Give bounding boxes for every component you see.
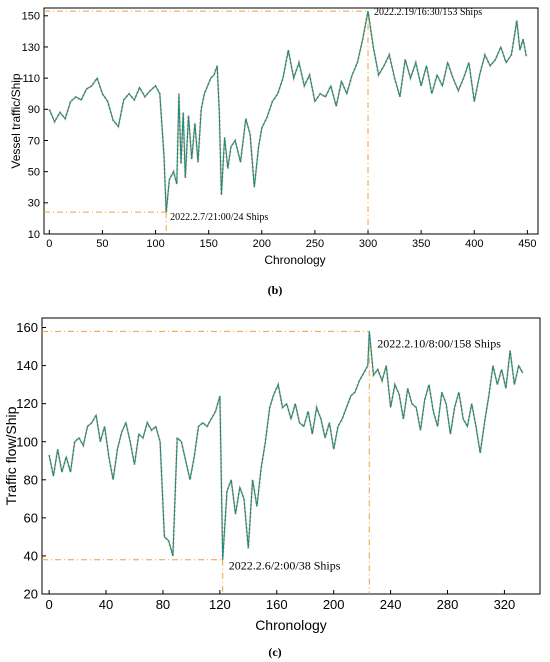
y-tick-label: 100	[16, 434, 38, 449]
x-axis-label-c: Chronology	[255, 617, 327, 633]
plot-frame-b	[43, 7, 539, 235]
y-tick-label: 20	[24, 587, 38, 602]
x-tick-label: 0	[46, 238, 52, 250]
x-tick-label: 150	[199, 238, 217, 250]
fitted-series-line	[48, 331, 524, 560]
caption-c: (c)	[268, 645, 281, 659]
x-tick-label: 240	[380, 597, 402, 612]
x-tick-label: 0	[45, 597, 52, 612]
y-tick-label: 110	[22, 73, 40, 85]
x-tick-label: 350	[412, 238, 430, 250]
y-tick-label: 30	[28, 198, 40, 210]
x-tick-label: 100	[146, 238, 164, 250]
series-line	[48, 10, 527, 213]
series-c	[48, 331, 524, 560]
x-tick-label: 40	[99, 597, 113, 612]
y-tick-label: 140	[16, 358, 38, 373]
y-tick-label: 60	[24, 510, 38, 525]
plot-frame-c	[41, 317, 541, 595]
x-tick-label: 320	[494, 597, 516, 612]
caption-b: (b)	[268, 283, 283, 297]
guide-lines-c	[42, 330, 370, 594]
x-axis-label-b: Chronology	[264, 253, 325, 267]
x-tick-label: 120	[209, 597, 231, 612]
chart-panel-b: 0 50 100 150 200 250 300 350 400 450 10 30 50 70 90 11…	[9, 7, 539, 297]
x-tick-label: 400	[465, 238, 483, 250]
x-ticks-b: 0 50 100 150 200 250 300 350 400 450	[46, 230, 537, 250]
x-tick-label: 160	[266, 597, 288, 612]
series-b	[48, 10, 528, 213]
guide-lines-b	[44, 10, 369, 234]
y-tick-label: 80	[24, 472, 38, 487]
x-ticks-c: 0 40 80 120 160 200 240 280 320	[45, 590, 515, 612]
annotations-c: 2022.2.10/8:00/158 Ships 2022.2.6/2:00/38…	[229, 336, 502, 572]
x-tick-label: 80	[156, 597, 170, 612]
y-axis-label-c: Traffic flow/Ship	[3, 406, 19, 505]
annotations-b: 2022.2.19/16:30/153 Ships 2022.2.7/21:00/…	[170, 7, 482, 223]
y-tick-label: 150	[22, 11, 40, 23]
x-tick-label: 280	[437, 597, 459, 612]
y-tick-label: 120	[16, 396, 38, 411]
y-tick-label: 50	[28, 167, 40, 179]
series-line	[48, 331, 524, 560]
annotation-label: 2022.2.6/2:00/38 Ships	[229, 559, 341, 573]
chart-panel-c: 0 40 80 120 160 200 240 280 320 20 40 60 80 100 120 14…	[3, 317, 541, 659]
y-tick-label: 130	[22, 42, 40, 54]
x-tick-label: 450	[518, 238, 536, 250]
x-tick-label: 200	[323, 597, 345, 612]
y-ticks-b: 10 30 50 70 90 110 130 150	[22, 11, 48, 241]
annotation-label: 2022.2.7/21:00/24 Ships	[170, 212, 268, 223]
annotation-label: 2022.2.19/16:30/153 Ships	[374, 7, 482, 18]
x-tick-label: 50	[96, 238, 108, 250]
y-axis-label-b: Vessel traffic/Ship	[9, 73, 23, 168]
y-tick-label: 160	[16, 320, 38, 335]
y-ticks-c: 20 40 60 80 100 120 140 160	[16, 320, 46, 602]
y-tick-label: 90	[28, 104, 40, 116]
x-tick-label: 200	[253, 238, 271, 250]
x-tick-label: 250	[306, 238, 324, 250]
annotation-label: 2022.2.10/8:00/158 Ships	[377, 336, 501, 350]
y-tick-label: 40	[24, 548, 38, 563]
x-tick-label: 300	[359, 238, 377, 250]
y-tick-label: 10	[28, 229, 40, 241]
y-tick-label: 70	[28, 135, 40, 147]
